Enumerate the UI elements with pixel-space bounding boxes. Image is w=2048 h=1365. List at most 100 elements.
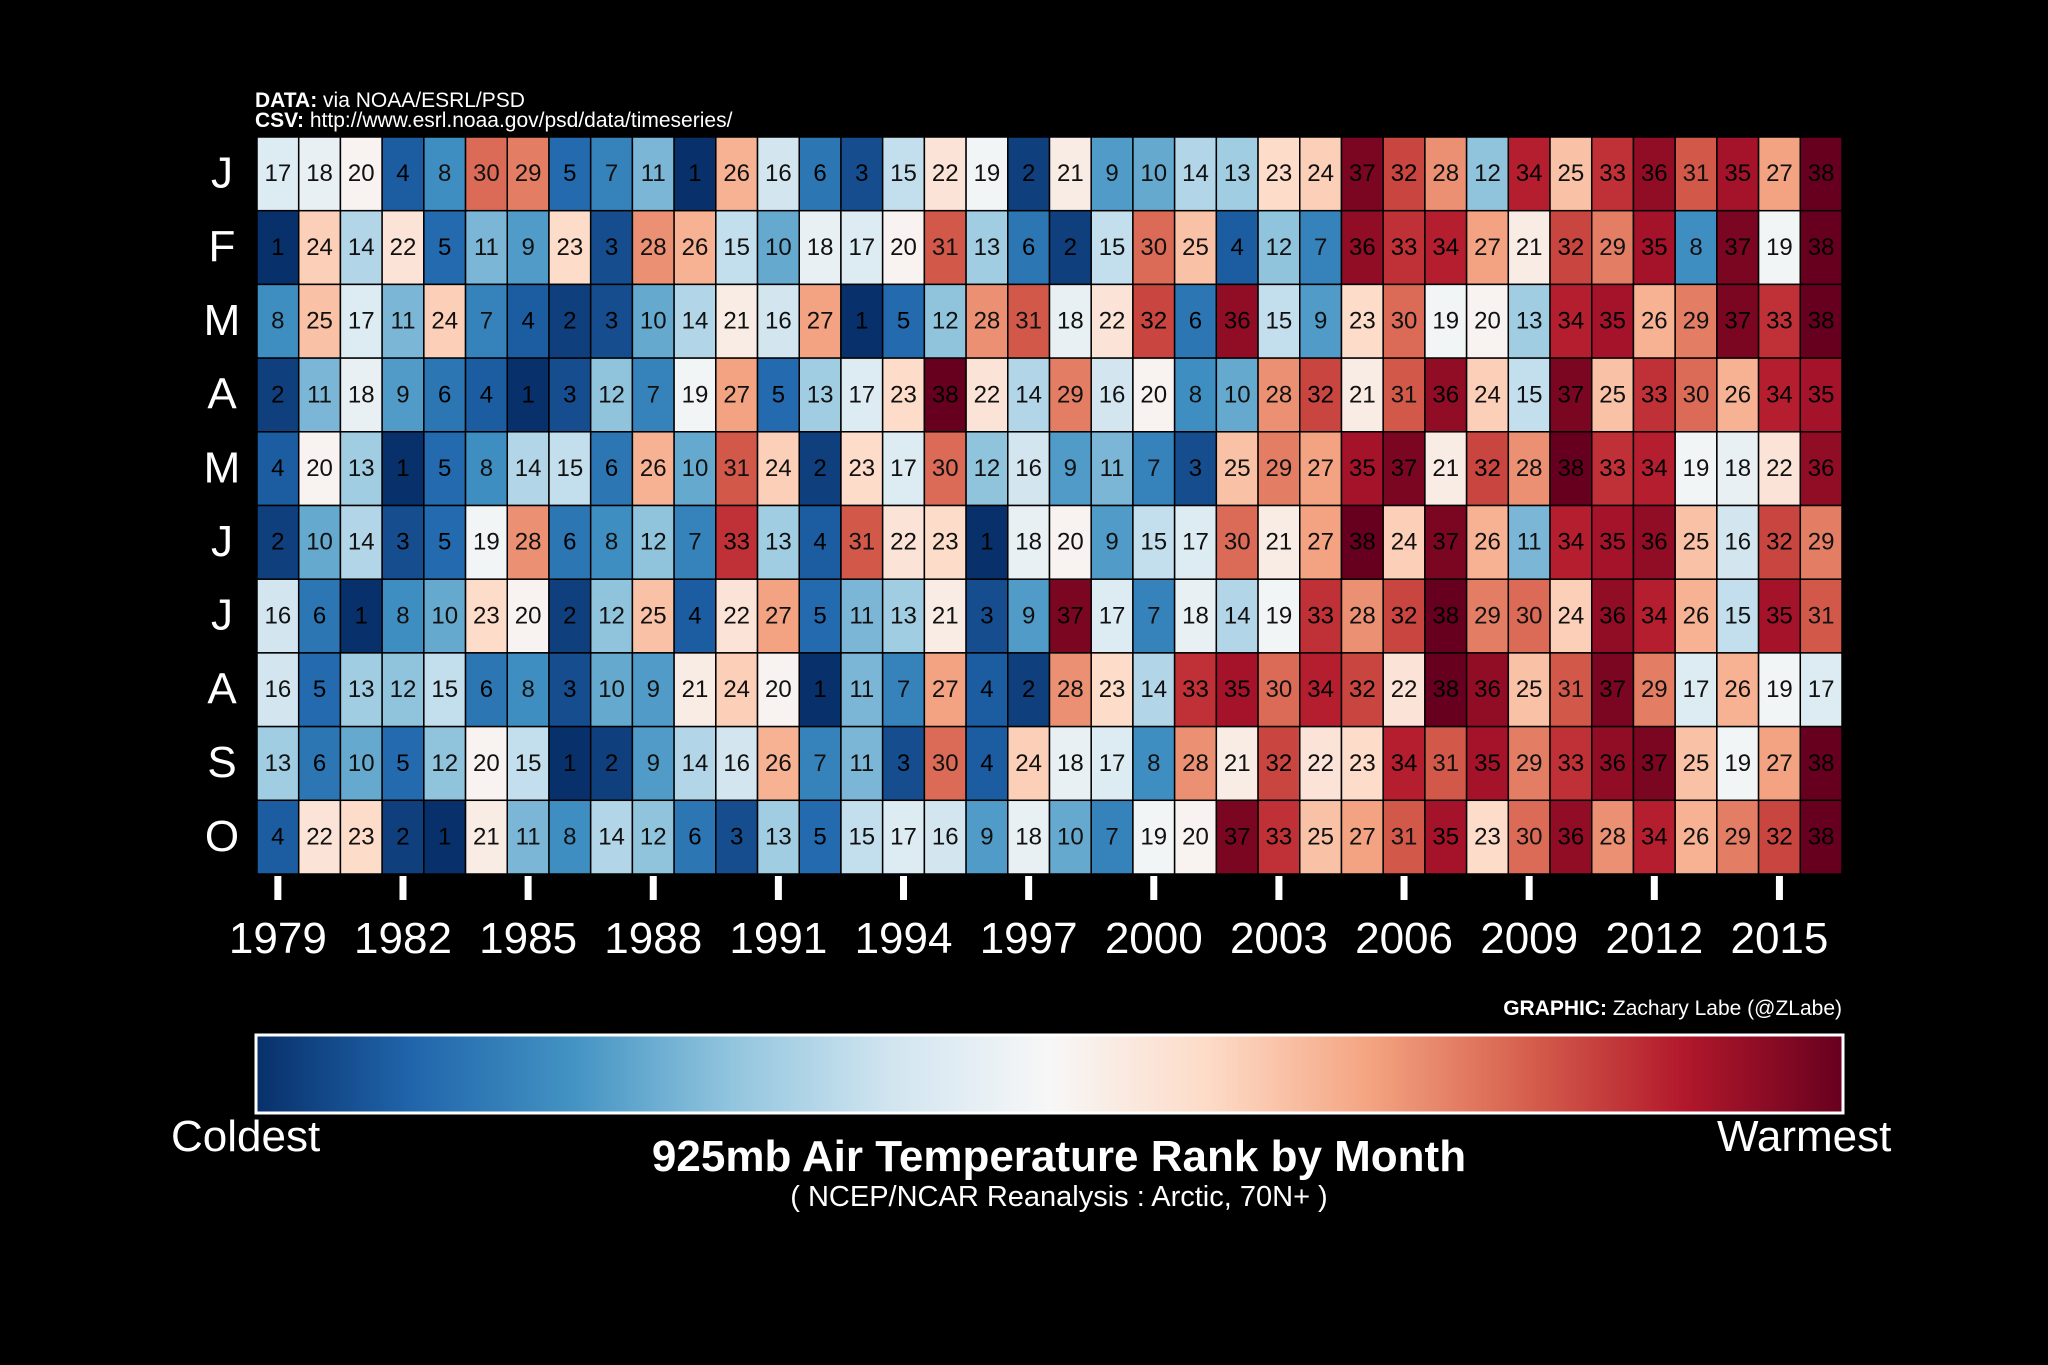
heatmap-cell-value: 5 bbox=[813, 823, 826, 850]
heatmap-cell-value: 3 bbox=[897, 750, 910, 777]
heatmap-cell: 32 bbox=[1340, 652, 1384, 728]
heatmap-cell: 2 bbox=[1048, 209, 1092, 286]
heatmap-cell-value: 13 bbox=[890, 602, 917, 629]
heatmap-cell-value: 24 bbox=[431, 308, 458, 335]
heatmap-cell-rect bbox=[256, 504, 300, 580]
heatmap-cell: 34 bbox=[1507, 136, 1551, 212]
heatmap-cell-value: 11 bbox=[849, 676, 874, 703]
heatmap-cell-value: 7 bbox=[1105, 823, 1118, 850]
heatmap-cell-rect bbox=[881, 431, 926, 507]
month-row-label: M bbox=[204, 443, 241, 492]
heatmap-cell-value: 19 bbox=[1266, 602, 1293, 629]
heatmap-cell-rect bbox=[715, 652, 759, 728]
heatmap-cell: 11 bbox=[464, 209, 509, 286]
heatmap-cell-rect bbox=[256, 357, 300, 433]
heatmap-cell-value: 21 bbox=[473, 823, 500, 850]
heatmap-cell-rect bbox=[756, 136, 800, 212]
heatmap-cell-value: 11 bbox=[641, 160, 666, 187]
heatmap-cell: 6 bbox=[1007, 209, 1051, 286]
heatmap-cell: 38 bbox=[1799, 209, 1843, 286]
month-row-label: A bbox=[207, 370, 237, 419]
heatmap-cell: 30 bbox=[1132, 209, 1176, 286]
heatmap-cell-value: 4 bbox=[271, 823, 284, 850]
heatmap-cell-value: 9 bbox=[521, 234, 534, 261]
heatmap-cell: 11 bbox=[1507, 504, 1551, 580]
heatmap-cell-value: 10 bbox=[765, 234, 792, 261]
heatmap-cell-value: 1 bbox=[355, 602, 368, 629]
heatmap-cell-value: 17 bbox=[890, 823, 917, 850]
heatmap-cell-rect bbox=[1090, 357, 1134, 433]
heatmap-cell-value: 27 bbox=[932, 676, 959, 703]
heatmap-cell: 7 bbox=[464, 283, 509, 359]
heatmap-cell-rect bbox=[1215, 504, 1259, 580]
heatmap-cell-rect bbox=[631, 578, 675, 654]
heatmap-cell-value: 7 bbox=[1147, 455, 1160, 482]
heatmap-cell-value: 33 bbox=[723, 529, 750, 556]
heatmap-cell-value: 6 bbox=[688, 823, 701, 850]
heatmap-cell: 8 bbox=[589, 504, 634, 580]
heatmap-cell: 35 bbox=[1799, 357, 1843, 433]
heatmap-cell: 30 bbox=[1215, 504, 1259, 580]
heatmap-cell: 24 bbox=[297, 209, 342, 286]
heatmap-cell-value: 34 bbox=[1307, 676, 1334, 703]
heatmap-cell-value: 35 bbox=[1641, 234, 1668, 261]
heatmap-cell-value: 30 bbox=[932, 455, 959, 482]
heatmap-cell-rect bbox=[339, 799, 383, 875]
heatmap-cell: 31 bbox=[715, 431, 759, 507]
heatmap-cell: 16 bbox=[715, 725, 759, 802]
heatmap-cell-value: 32 bbox=[1474, 455, 1501, 482]
heatmap-cell-value: 8 bbox=[1689, 234, 1702, 261]
heatmap-cell: 10 bbox=[1215, 357, 1259, 433]
heatmap-cell-value: 20 bbox=[1474, 308, 1501, 335]
heatmap-cell: 32 bbox=[1757, 504, 1802, 580]
heatmap-cell-value: 13 bbox=[1224, 160, 1251, 187]
heatmap-cell-value: 19 bbox=[1432, 308, 1459, 335]
x-tick-label: 1985 bbox=[479, 914, 577, 963]
heatmap-cell-rect bbox=[1674, 652, 1718, 728]
heatmap-cell-value: 11 bbox=[1517, 529, 1542, 556]
heatmap-cell-value: 30 bbox=[1516, 823, 1543, 850]
heatmap-cell-value: 11 bbox=[849, 750, 874, 777]
heatmap-cell: 13 bbox=[756, 504, 800, 580]
heatmap-cell-rect bbox=[297, 431, 342, 507]
heatmap-cell: 14 bbox=[1215, 578, 1259, 654]
heatmap-cell-rect bbox=[1799, 357, 1843, 433]
heatmap-cell-value: 7 bbox=[1147, 602, 1160, 629]
heatmap-cell-value: 4 bbox=[271, 455, 284, 482]
heatmap-cell-value: 6 bbox=[605, 455, 618, 482]
heatmap-cell: 28 bbox=[1257, 357, 1301, 433]
heatmap-cell-rect bbox=[256, 209, 300, 286]
heatmap-cell-value: 18 bbox=[1182, 602, 1209, 629]
x-tick-mark bbox=[1400, 876, 1408, 900]
heatmap-cell: 38 bbox=[923, 357, 967, 433]
heatmap-cell: 3 bbox=[881, 725, 926, 802]
heatmap-cell: 9 bbox=[1090, 504, 1134, 580]
heatmap-cell-value: 1 bbox=[271, 234, 284, 261]
colorbar-low-label: Coldest bbox=[171, 1112, 321, 1161]
heatmap-cell: 9 bbox=[1090, 136, 1134, 212]
heatmap-cell-rect bbox=[840, 799, 884, 875]
heatmap-cell-value: 19 bbox=[1683, 455, 1710, 482]
heatmap-cell-rect bbox=[715, 725, 759, 802]
heatmap-cell: 17 bbox=[1090, 725, 1134, 802]
x-tick-mark bbox=[274, 876, 282, 900]
heatmap-cell-rect bbox=[464, 578, 509, 654]
heatmap-cell-rect bbox=[1549, 357, 1593, 433]
heatmap-cell-value: 28 bbox=[640, 234, 667, 261]
heatmap-cell: 38 bbox=[1799, 725, 1843, 802]
heatmap-cell: 16 bbox=[256, 578, 300, 654]
heatmap-cell-value: 22 bbox=[306, 823, 333, 850]
heatmap-cell-rect bbox=[840, 209, 884, 286]
heatmap-cell-value: 34 bbox=[1391, 750, 1418, 777]
heatmap-cell-rect bbox=[798, 578, 842, 654]
heatmap-cell-rect bbox=[1507, 725, 1551, 802]
heatmap-cell-value: 35 bbox=[1808, 381, 1835, 408]
heatmap-cell-rect bbox=[840, 504, 884, 580]
heatmap-cell-value: 20 bbox=[515, 602, 542, 629]
heatmap-cell: 9 bbox=[506, 209, 550, 286]
heatmap-cell-value: 24 bbox=[723, 676, 750, 703]
heatmap-cell-value: 13 bbox=[265, 750, 292, 777]
heatmap-cell: 8 bbox=[464, 431, 509, 507]
heatmap-cell: 20 bbox=[881, 209, 926, 286]
heatmap-cell-value: 22 bbox=[1766, 455, 1793, 482]
